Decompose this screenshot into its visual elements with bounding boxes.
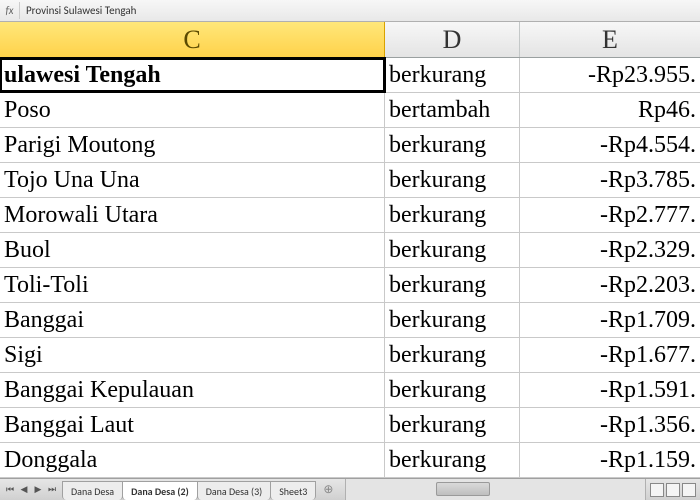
table-row: Donggalaberkurang-Rp1.159.	[0, 443, 700, 478]
column-header-d[interactable]: D	[385, 22, 520, 57]
cell-e[interactable]: -Rp23.955.	[520, 58, 700, 92]
cell-d[interactable]: berkurang	[385, 128, 520, 162]
sheet-tab[interactable]: Dana Desa	[62, 481, 123, 500]
cell-e[interactable]: -Rp2.777.	[520, 198, 700, 232]
table-row: PosobertambahRp46.	[0, 93, 700, 128]
cell-d[interactable]: berkurang	[385, 303, 520, 337]
cell-c[interactable]: Banggai	[0, 303, 385, 337]
table-row: Banggaiberkurang-Rp1.709.	[0, 303, 700, 338]
column-headers: C D E	[0, 22, 700, 58]
column-header-e[interactable]: E	[520, 22, 700, 57]
scroll-thumb[interactable]	[436, 482, 490, 496]
tab-nav-last-icon[interactable]: ⏭	[46, 483, 58, 497]
cell-c[interactable]: Sigi	[0, 338, 385, 372]
cell-c[interactable]: Morowali Utara	[0, 198, 385, 232]
fx-icon[interactable]: fx	[0, 2, 20, 19]
cell-c[interactable]: Toli-Toli	[0, 268, 385, 302]
cell-d[interactable]: berkurang	[385, 233, 520, 267]
sheet-tab[interactable]: Dana Desa (3)	[197, 481, 271, 500]
view-mode-icons	[645, 479, 700, 500]
cell-c[interactable]: Tojo Una Una	[0, 163, 385, 197]
cell-e[interactable]: -Rp2.329.	[520, 233, 700, 267]
cell-c[interactable]: Donggala	[0, 443, 385, 477]
cell-e[interactable]: -Rp1.709.	[520, 303, 700, 337]
cell-c[interactable]: ulawesi Tengah	[0, 58, 385, 92]
cell-c[interactable]: Banggai Laut	[0, 408, 385, 442]
view-layout-icon[interactable]	[666, 483, 680, 497]
table-row: ulawesi Tengahberkurang-Rp23.955.	[0, 58, 700, 93]
cell-d[interactable]: berkurang	[385, 58, 520, 92]
cell-e[interactable]: -Rp1.159.	[520, 443, 700, 477]
view-break-icon[interactable]	[682, 483, 696, 497]
cell-e[interactable]: -Rp1.677.	[520, 338, 700, 372]
sheet-tab-bar: ⏮ ◀ ▶ ⏭ Dana DesaDana Desa (2)Dana Desa …	[0, 478, 700, 500]
cell-d[interactable]: berkurang	[385, 338, 520, 372]
cell-d[interactable]: berkurang	[385, 408, 520, 442]
table-row: Tojo Una Unaberkurang-Rp3.785.	[0, 163, 700, 198]
sheet-tab[interactable]: Sheet3	[270, 481, 316, 500]
cell-d[interactable]: berkurang	[385, 163, 520, 197]
new-sheet-button[interactable]: ⊕	[319, 479, 337, 500]
formula-bar: fx Provinsi Sulawesi Tengah	[0, 0, 700, 22]
table-row: Toli-Toliberkurang-Rp2.203.	[0, 268, 700, 303]
cell-e[interactable]: -Rp4.554.	[520, 128, 700, 162]
spreadsheet-grid: C D E ulawesi Tengahberkurang-Rp23.955.P…	[0, 22, 700, 478]
cell-d[interactable]: berkurang	[385, 268, 520, 302]
tab-nav: ⏮ ◀ ▶ ⏭	[0, 479, 62, 500]
cell-e[interactable]: Rp46.	[520, 93, 700, 127]
cell-d[interactable]: berkurang	[385, 373, 520, 407]
view-normal-icon[interactable]	[650, 483, 664, 497]
cell-d[interactable]: berkurang	[385, 443, 520, 477]
cell-e[interactable]: -Rp1.591.	[520, 373, 700, 407]
cell-d[interactable]: berkurang	[385, 198, 520, 232]
sheet-tab[interactable]: Dana Desa (2)	[122, 481, 198, 500]
table-row: Sigiberkurang-Rp1.677.	[0, 338, 700, 373]
cell-e[interactable]: -Rp1.356.	[520, 408, 700, 442]
table-row: Buolberkurang-Rp2.329.	[0, 233, 700, 268]
tabs-list: Dana DesaDana Desa (2)Dana Desa (3)Sheet…	[62, 479, 315, 500]
cell-e[interactable]: -Rp2.203.	[520, 268, 700, 302]
cell-c[interactable]: Parigi Moutong	[0, 128, 385, 162]
tab-nav-next-icon[interactable]: ▶	[32, 483, 44, 497]
formula-content[interactable]: Provinsi Sulawesi Tengah	[20, 4, 700, 17]
table-row: Parigi Moutongberkurang-Rp4.554.	[0, 128, 700, 163]
table-row: Morowali Utaraberkurang-Rp2.777.	[0, 198, 700, 233]
cell-c[interactable]: Buol	[0, 233, 385, 267]
cell-d[interactable]: bertambah	[385, 93, 520, 127]
table-row: Banggai Lautberkurang-Rp1.356.	[0, 408, 700, 443]
tab-nav-prev-icon[interactable]: ◀	[18, 483, 30, 497]
column-header-c[interactable]: C	[0, 22, 385, 57]
table-row: Banggai Kepulauanberkurang-Rp1.591.	[0, 373, 700, 408]
cell-e[interactable]: -Rp3.785.	[520, 163, 700, 197]
cell-c[interactable]: Banggai Kepulauan	[0, 373, 385, 407]
tab-nav-first-icon[interactable]: ⏮	[4, 483, 16, 497]
cell-c[interactable]: Poso	[0, 93, 385, 127]
horizontal-scrollbar[interactable]	[345, 479, 645, 500]
rows-container: ulawesi Tengahberkurang-Rp23.955.Posober…	[0, 58, 700, 478]
